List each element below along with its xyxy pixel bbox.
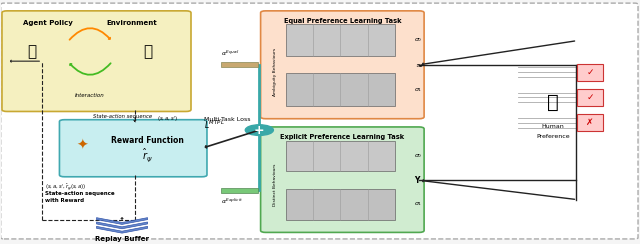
Text: ✦: ✦ (77, 139, 88, 153)
Bar (286, 189, 395, 220)
Text: Y: Y (414, 176, 419, 185)
Text: Replay Buffer: Replay Buffer (95, 236, 149, 242)
Text: $\approx$: $\approx$ (414, 60, 424, 69)
Text: Ambiguity Behaviours: Ambiguity Behaviours (273, 48, 277, 96)
Text: $(s, a, s')$: $(s, a, s')$ (157, 114, 179, 123)
Text: Environment: Environment (106, 20, 157, 26)
Text: Equal Preference Learning Task: Equal Preference Learning Task (284, 18, 401, 24)
Text: Preference: Preference (536, 134, 570, 139)
Text: Agent Policy: Agent Policy (23, 20, 73, 26)
FancyBboxPatch shape (260, 11, 424, 119)
Text: Explicit Preference Learning Task: Explicit Preference Learning Task (280, 134, 404, 140)
Text: $\sigma_1$: $\sigma_1$ (414, 201, 422, 208)
Text: +: + (254, 124, 265, 137)
Text: Reward Function: Reward Function (111, 136, 184, 145)
FancyBboxPatch shape (1, 3, 638, 239)
FancyBboxPatch shape (260, 127, 424, 232)
Text: Multi-Task Loss: Multi-Task Loss (204, 117, 250, 122)
Text: Human: Human (541, 124, 564, 129)
Text: ✓: ✓ (586, 68, 594, 77)
Text: $\sigma_0$: $\sigma_0$ (414, 36, 422, 44)
FancyBboxPatch shape (2, 11, 191, 112)
Text: $\hat{r}_{\psi}$: $\hat{r}_{\psi}$ (142, 147, 153, 164)
Text: with Reward: with Reward (45, 198, 84, 203)
Text: 🌍: 🌍 (143, 44, 152, 59)
Text: Distinct Behaviours: Distinct Behaviours (273, 163, 277, 206)
Bar (577, 89, 603, 106)
Bar (286, 73, 395, 106)
Bar (221, 62, 258, 67)
Text: 👤: 👤 (547, 93, 559, 112)
Text: $\sigma_1$: $\sigma_1$ (414, 86, 422, 93)
Text: ✓: ✓ (586, 93, 594, 102)
Bar (286, 141, 395, 171)
Text: State-action sequence: State-action sequence (93, 114, 152, 119)
Text: ✗: ✗ (586, 118, 594, 127)
Text: 🤖: 🤖 (27, 44, 36, 59)
FancyBboxPatch shape (60, 120, 207, 177)
Text: $\alpha^{Explicit}$: $\alpha^{Explicit}$ (221, 197, 243, 206)
Text: $(s, a, s', \hat{r}_{\psi}(s, a))$: $(s, a, s', \hat{r}_{\psi}(s, a))$ (45, 181, 87, 193)
Bar (577, 114, 603, 131)
Bar (286, 24, 395, 56)
Text: $L^{MTPL}$: $L^{MTPL}$ (204, 119, 225, 132)
Polygon shape (97, 218, 148, 224)
Bar (577, 64, 603, 81)
Bar (221, 188, 258, 193)
Text: State-action sequence: State-action sequence (45, 191, 115, 195)
Polygon shape (97, 226, 148, 233)
Text: Interaction: Interaction (76, 92, 105, 98)
Circle shape (245, 125, 273, 135)
Text: $\alpha^{Equal}$: $\alpha^{Equal}$ (221, 49, 239, 58)
Polygon shape (97, 222, 148, 229)
Text: $\sigma_0$: $\sigma_0$ (414, 152, 422, 160)
